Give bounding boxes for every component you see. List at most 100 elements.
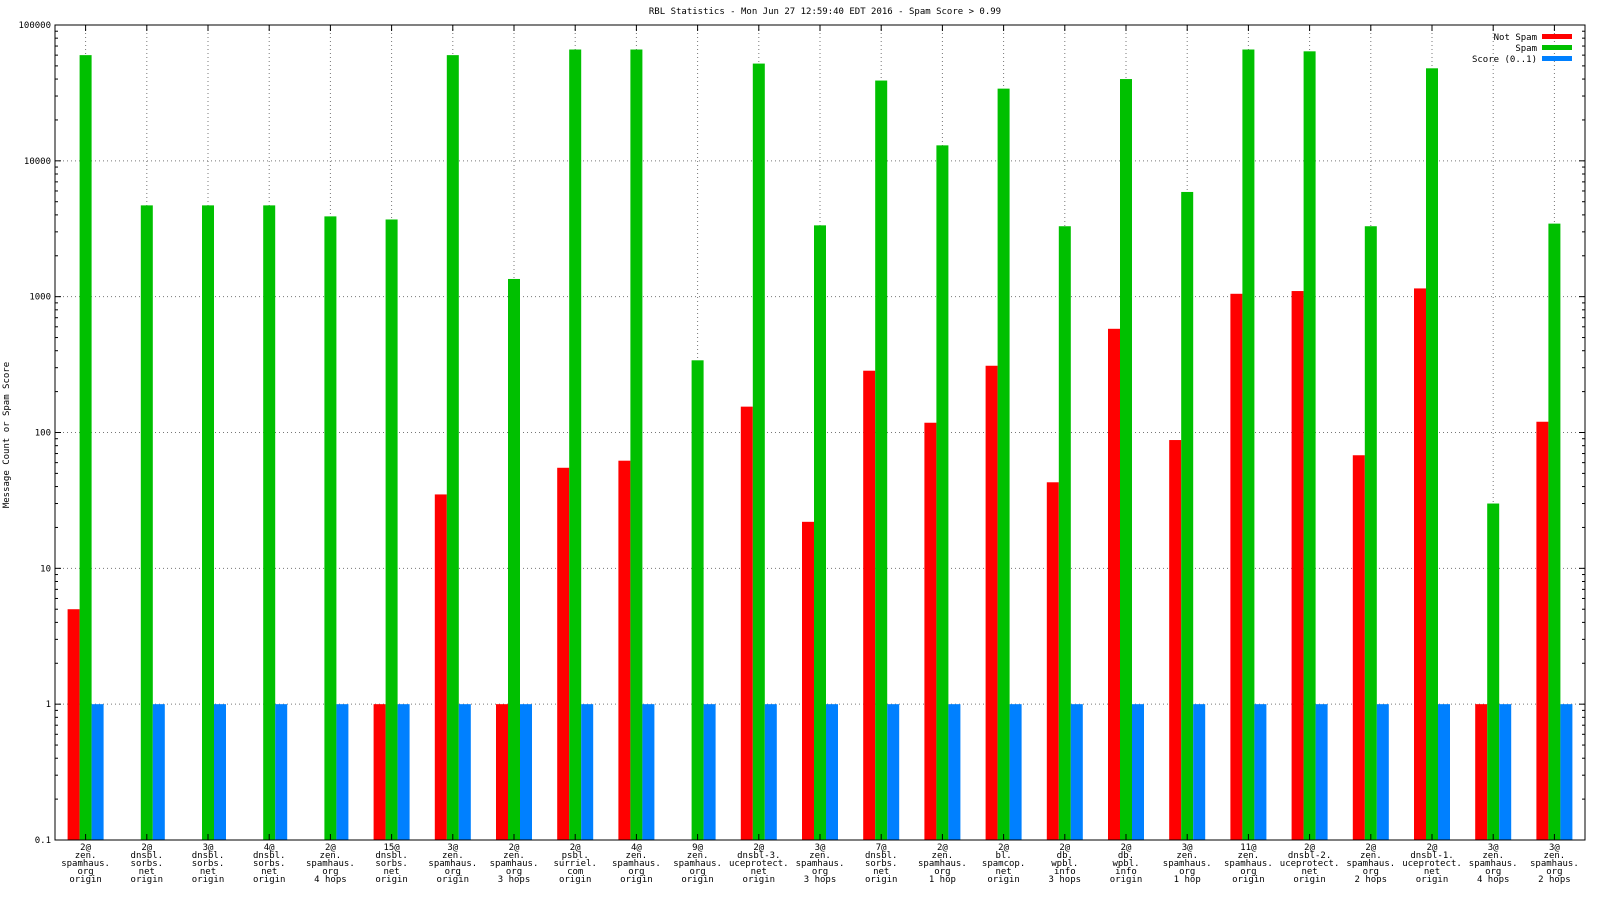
x-category-label: 11@ zen. spamhaus. org origin	[1224, 843, 1273, 885]
not-spam-bar	[802, 521, 814, 840]
score-bar	[1376, 704, 1389, 840]
spam-bar	[630, 49, 643, 840]
not-spam-bar	[1352, 455, 1365, 840]
legend-swatch-spam-bar	[1542, 45, 1572, 50]
spam-bar	[263, 205, 276, 841]
spam-bar	[936, 145, 949, 841]
x-category-line: spamhaus.	[61, 859, 110, 869]
not-spam-bar	[557, 467, 570, 840]
spam-bar	[814, 225, 826, 840]
x-category-label: 2@ psbl. surriel. com origin	[554, 843, 597, 885]
x-category-line: 2@	[998, 843, 1009, 853]
not-spam-bar	[985, 365, 998, 840]
x-category-line: spamhaus.	[306, 859, 355, 869]
not-spam-bar	[67, 609, 80, 840]
x-category-line: 4@	[631, 843, 642, 853]
not-spam-bar	[618, 460, 631, 840]
x-category-line: net	[261, 867, 277, 877]
legend-swatch-score-bar	[1542, 56, 1572, 61]
score-bar	[581, 704, 594, 840]
x-category-label: 2@ dnsbl-3. uceprotect. net origin	[729, 843, 789, 885]
x-category-line: org	[1363, 867, 1379, 877]
y-tick-label: 10000	[24, 157, 51, 167]
x-category-line: sorbs.	[192, 859, 225, 869]
x-category-line: com	[567, 867, 583, 877]
x-category-line: dnsbl-3.	[737, 851, 780, 861]
spam-bar	[1303, 51, 1316, 841]
x-category-line: origin	[681, 875, 714, 885]
x-category-label: 15@ dnsbl. sorbs. net origin	[375, 843, 408, 885]
x-category-line: spamhaus.	[796, 859, 845, 869]
x-category-line: surriel.	[554, 859, 597, 869]
score-bar	[1193, 704, 1206, 840]
x-category-label: 3@ zen. spamhaus. org 2 hops	[1530, 843, 1579, 885]
score-bar	[1132, 704, 1144, 840]
x-category-label: 3@ zen. spamhaus. org 4 hops	[1469, 843, 1518, 885]
not-spam-bar	[1108, 328, 1120, 840]
x-category-line: sorbs.	[131, 859, 164, 869]
x-category-line: sorbs.	[253, 859, 286, 869]
x-category-line: uceprotect.	[729, 859, 789, 869]
x-category-line: 2@	[1059, 843, 1070, 853]
x-category-line: bl.	[995, 851, 1011, 861]
x-category-line: origin	[192, 875, 225, 885]
x-category-line: origin	[69, 875, 102, 885]
score-bar	[91, 704, 104, 840]
x-category-line: zen.	[809, 851, 831, 861]
x-category-label: 2@ db. wpbl. info 3 hops	[1049, 843, 1082, 885]
score-bar	[948, 704, 961, 840]
x-category-label: 3@ zen. spamhaus. org 3 hops	[796, 843, 845, 885]
not-spam-bar	[1291, 291, 1304, 840]
not-spam-bar	[434, 494, 447, 840]
x-category-line: org	[934, 867, 950, 877]
x-category-line: spamhaus.	[612, 859, 661, 869]
not-spam-bar	[1046, 482, 1059, 840]
spam-bar	[508, 278, 520, 840]
x-category-line: sorbs.	[375, 859, 408, 869]
score-bar	[336, 704, 349, 840]
x-category-line: 2@	[1427, 843, 1438, 853]
x-category-line: uceprotect.	[1402, 859, 1462, 869]
x-category-label: 2@ db. wpbl. info origin	[1110, 843, 1143, 885]
legend-label: Not Spam	[1494, 33, 1537, 43]
x-category-line: spamhaus.	[673, 859, 722, 869]
x-category-line: 3 hops	[804, 875, 837, 885]
x-category-line: 2@	[1365, 843, 1376, 853]
x-category-line: org	[1240, 867, 1256, 877]
x-category-line: spamhaus.	[1346, 859, 1395, 869]
x-category-line: net	[383, 867, 399, 877]
spam-bar	[385, 219, 398, 840]
x-category-line: origin	[1232, 875, 1265, 885]
x-category-line: net	[1424, 867, 1440, 877]
x-category-line: db.	[1057, 851, 1073, 861]
x-category-line: org	[1546, 867, 1562, 877]
x-category-line: 2@	[325, 843, 336, 853]
x-category-line: org	[628, 867, 644, 877]
score-bar	[642, 704, 655, 840]
score-bar	[1254, 704, 1267, 840]
x-category-label: 3@ zen. spamhaus. org origin	[428, 843, 477, 885]
x-category-line: spamhaus.	[918, 859, 967, 869]
y-tick-label: 1	[46, 700, 51, 710]
not-spam-bar	[924, 422, 937, 840]
x-category-line: 9@	[692, 843, 703, 853]
spam-bar	[691, 360, 704, 840]
x-category-line: dnsbl.	[375, 851, 408, 861]
x-category-line: dnsbl.	[192, 851, 225, 861]
x-category-line: 2@	[570, 843, 581, 853]
x-category-line: zen.	[1360, 851, 1382, 861]
x-category-line: origin	[1110, 875, 1143, 885]
x-category-line: zen.	[1482, 851, 1504, 861]
x-category-label: 2@ zen. spamhaus. org 1 hop	[918, 843, 967, 885]
score-bar	[214, 704, 226, 840]
y-tick-label: 0.1	[35, 836, 51, 846]
y-tick-label: 10	[40, 564, 51, 574]
x-category-line: zen.	[1544, 851, 1566, 861]
x-category-line: 2@	[753, 843, 764, 853]
spam-bar	[202, 205, 214, 841]
x-category-line: sorbs.	[865, 859, 898, 869]
x-category-line: spamhaus.	[1224, 859, 1273, 869]
x-category-line: info	[1115, 867, 1137, 877]
score-bar	[887, 704, 900, 840]
